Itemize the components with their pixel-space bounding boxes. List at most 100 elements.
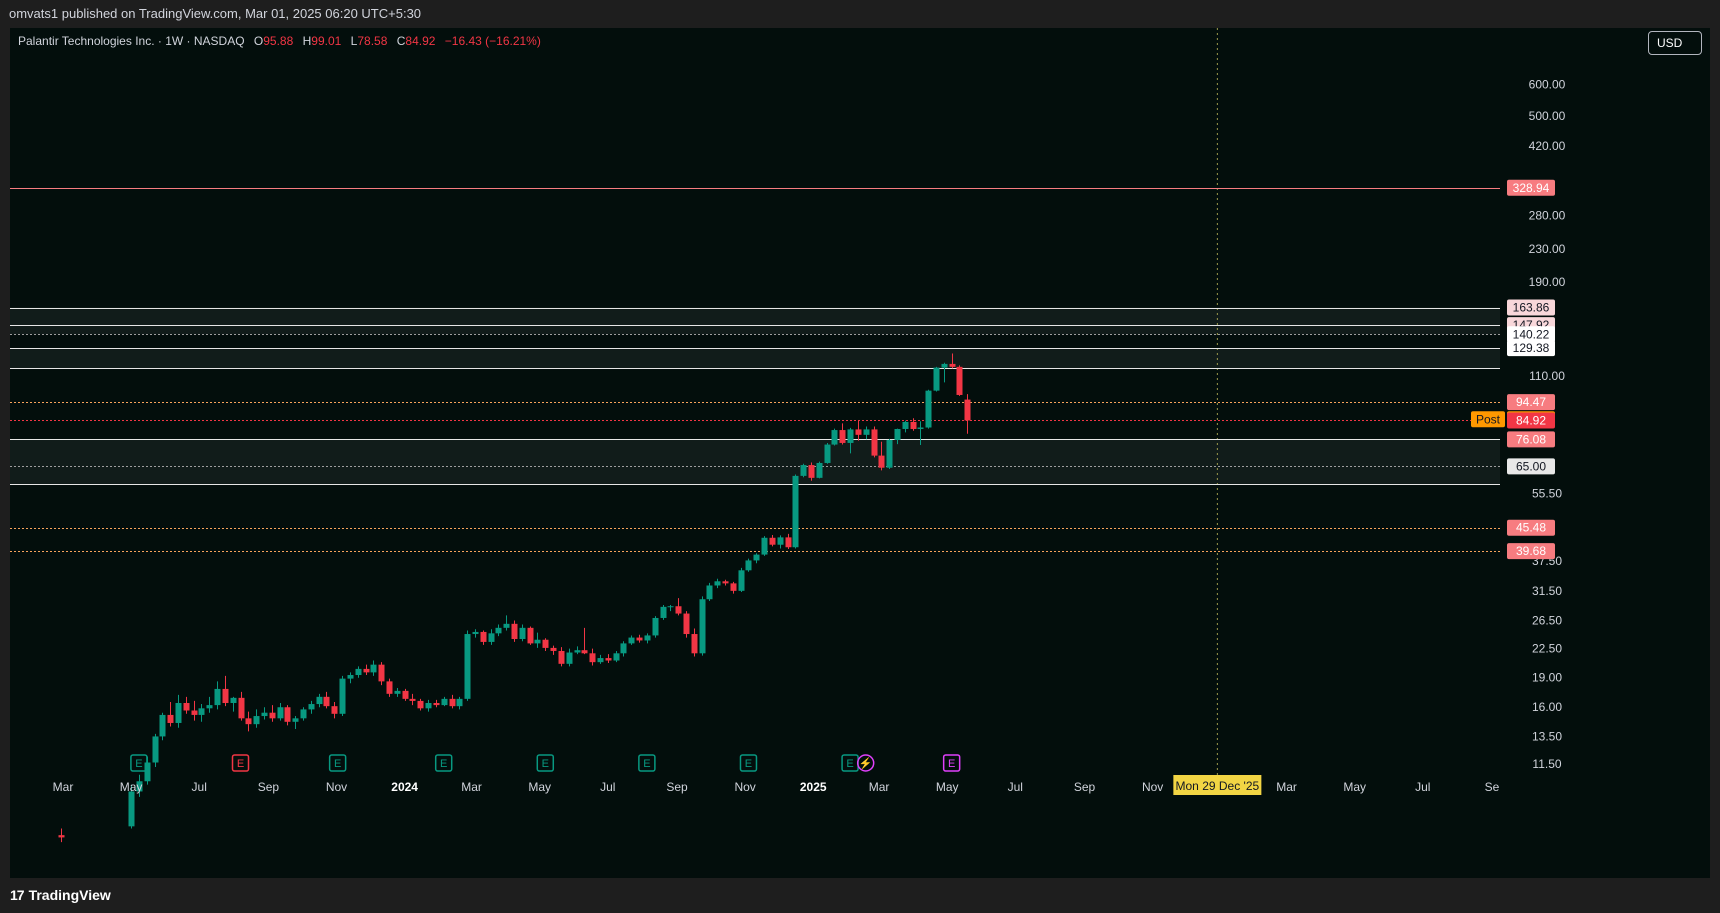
candle-body[interactable] <box>660 606 667 618</box>
candle-body[interactable] <box>495 627 502 634</box>
candle-body[interactable] <box>597 658 604 663</box>
candle-body[interactable] <box>394 690 401 694</box>
candle-body[interactable] <box>589 653 596 663</box>
candle-body[interactable] <box>855 429 862 435</box>
candle-body[interactable] <box>683 613 690 635</box>
candle-body[interactable] <box>894 428 901 440</box>
candle-body[interactable] <box>183 702 190 711</box>
candle-body[interactable] <box>542 639 549 648</box>
candle-body[interactable] <box>785 537 792 548</box>
candle-body[interactable] <box>191 710 198 715</box>
candle-body[interactable] <box>824 444 831 463</box>
candle-body[interactable] <box>292 718 299 722</box>
candle-body[interactable] <box>480 631 487 642</box>
candle-body[interactable] <box>58 835 65 838</box>
candle-body[interactable] <box>769 537 776 545</box>
candle-body[interactable] <box>949 363 956 367</box>
candle-body[interactable] <box>464 634 471 699</box>
candle-body[interactable] <box>245 718 252 725</box>
candle-body[interactable] <box>152 736 159 763</box>
candle-body[interactable] <box>839 430 846 443</box>
candle-body[interactable] <box>831 430 838 445</box>
candle-body[interactable] <box>917 427 924 429</box>
candle-body[interactable] <box>714 581 721 586</box>
candle-body[interactable] <box>456 698 463 707</box>
candle-body[interactable] <box>816 462 823 478</box>
candle-body[interactable] <box>347 675 354 679</box>
candle-body[interactable] <box>222 688 229 703</box>
candle-body[interactable] <box>878 455 885 468</box>
currency-button[interactable]: USD <box>1648 31 1702 55</box>
price-tag[interactable] <box>1507 340 1555 357</box>
candle-body[interactable] <box>722 581 729 584</box>
candle-body[interactable] <box>331 706 338 714</box>
candle-body[interactable] <box>620 643 627 654</box>
candle-body[interactable] <box>417 700 424 709</box>
candle-body[interactable] <box>370 664 377 673</box>
candle-body[interactable] <box>691 634 698 654</box>
candle-body[interactable] <box>706 585 713 600</box>
candle-body[interactable] <box>636 637 643 641</box>
candle-body[interactable] <box>792 475 799 548</box>
candle-body[interactable] <box>738 570 745 591</box>
candle-body[interactable] <box>284 707 291 722</box>
candle-body[interactable] <box>175 702 182 723</box>
candle-body[interactable] <box>355 668 362 676</box>
candle-body[interactable] <box>308 704 315 710</box>
candle-body[interactable] <box>503 623 510 628</box>
price-tag[interactable] <box>1507 412 1555 429</box>
candle-body[interactable] <box>128 791 135 827</box>
candle-body[interactable] <box>730 583 737 591</box>
candle-body[interactable] <box>956 366 963 395</box>
candle-body[interactable] <box>402 690 409 699</box>
candle-body[interactable] <box>941 363 948 368</box>
candle-body[interactable] <box>472 631 479 635</box>
candle-body[interactable] <box>777 537 784 545</box>
candle-body[interactable] <box>613 653 620 661</box>
candle-body[interactable] <box>316 696 323 705</box>
candle-body[interactable] <box>581 650 588 654</box>
candle-body[interactable] <box>519 627 526 640</box>
candle-body[interactable] <box>159 714 166 737</box>
price-tag[interactable] <box>1507 543 1555 560</box>
price-tag[interactable] <box>1507 519 1555 536</box>
candle-body[interactable] <box>574 650 581 653</box>
candle-body[interactable] <box>628 637 635 644</box>
price-tag[interactable] <box>1507 179 1555 196</box>
candle-body[interactable] <box>847 429 854 443</box>
candle-body[interactable] <box>761 537 768 555</box>
candle-body[interactable] <box>534 639 541 644</box>
candle-body[interactable] <box>198 708 205 715</box>
candle-body[interactable] <box>511 623 518 640</box>
candle-body[interactable] <box>605 658 612 661</box>
candle-body[interactable] <box>238 697 245 719</box>
chart-panel[interactable]: 11.50 13.50 16.00 19.00 22.50 26.50 31.50 37.50… <box>10 28 1710 878</box>
candle-body[interactable] <box>652 617 659 636</box>
price-tag[interactable] <box>1507 299 1555 316</box>
earnings-marker-icon[interactable] <box>942 754 961 772</box>
candle-body[interactable] <box>261 712 268 717</box>
symbol-description[interactable]: Palantir Technologies Inc. · 1W · NASDAQ <box>18 34 245 48</box>
earnings-marker-icon[interactable] <box>638 754 656 772</box>
candle-body[interactable] <box>800 465 807 476</box>
earnings-marker-icon[interactable] <box>130 754 148 772</box>
earnings-marker-icon[interactable] <box>536 754 555 772</box>
candle-body[interactable] <box>933 367 940 391</box>
candle-body[interactable] <box>300 709 307 719</box>
candle-body[interactable] <box>527 627 534 644</box>
candle-body[interactable] <box>433 702 440 706</box>
candle-body[interactable] <box>230 697 237 703</box>
candle-body[interactable] <box>214 688 221 706</box>
candle-body[interactable] <box>558 650 565 664</box>
candle-body[interactable] <box>808 465 815 478</box>
candle-body[interactable] <box>753 554 760 561</box>
candle-body[interactable] <box>277 707 284 719</box>
candle-body[interactable] <box>488 633 495 642</box>
earnings-marker-icon[interactable] <box>739 754 758 772</box>
symbol-legend[interactable]: Palantir Technologies Inc. · 1W · NASDAQ… <box>18 34 541 48</box>
event-marker-icon[interactable] <box>856 754 875 772</box>
candle-body[interactable] <box>910 421 917 429</box>
candle-body[interactable] <box>675 606 682 614</box>
candle-body[interactable] <box>144 762 151 782</box>
candle-body[interactable] <box>566 652 573 664</box>
